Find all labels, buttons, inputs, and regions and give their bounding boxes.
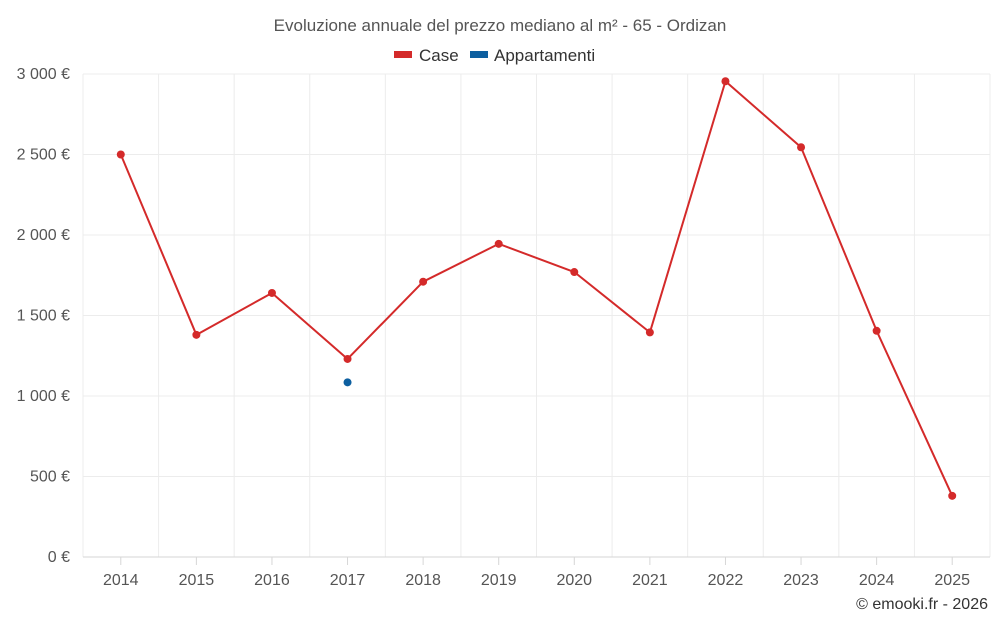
data-point-case-2018[interactable]	[419, 277, 428, 286]
legend-label-case: Case	[419, 46, 459, 65]
x-tick-label: 2014	[103, 572, 139, 589]
data-point-case-2014[interactable]	[116, 150, 125, 159]
data-point-case-2019[interactable]	[494, 239, 503, 248]
y-tick-label: 1 000 €	[17, 388, 70, 405]
x-tick-label: 2015	[179, 572, 215, 589]
legend-item-case[interactable]: Case	[394, 46, 459, 65]
series-line-case	[119, 80, 954, 497]
credit-text: © emooki.fr - 2026	[856, 596, 988, 613]
y-tick-label: 500 €	[30, 469, 70, 486]
legend-item-appartamenti[interactable]: Appartamenti	[470, 46, 595, 65]
axes: 0 € 500 € 1 000 € 1 500 € 2 000 € 2 500 € 3 00…	[17, 66, 990, 589]
y-tick-label: 2 500 €	[17, 147, 70, 164]
series	[116, 77, 957, 500]
x-tick-label: 2019	[481, 572, 517, 589]
y-tick-label: 3 000 €	[17, 66, 70, 83]
y-tick-label: 1 500 €	[17, 308, 70, 325]
data-point-case-2016[interactable]	[267, 288, 276, 297]
legend-label-appartamenti: Appartamenti	[494, 46, 595, 65]
x-tick-label: 2017	[330, 572, 366, 589]
data-point-case-2017[interactable]	[343, 354, 352, 363]
x-tick-label: 2021	[632, 572, 668, 589]
legend-swatch-appartamenti	[470, 51, 488, 58]
data-point-case-2023[interactable]	[797, 143, 806, 152]
data-point-case-2025[interactable]	[948, 491, 957, 500]
series-case	[116, 77, 957, 500]
legend: Case Appartamenti	[394, 46, 595, 65]
x-tick-label: 2022	[708, 572, 744, 589]
x-tick-label: 2023	[783, 572, 819, 589]
data-point-case-2015[interactable]	[192, 330, 201, 339]
data-point-case-2020[interactable]	[570, 268, 579, 277]
y-tick-label: 2 000 €	[17, 227, 70, 244]
data-point-case-2021[interactable]	[645, 328, 654, 337]
data-point-appartamenti-2017[interactable]	[343, 378, 352, 387]
x-tick-label: 2018	[405, 572, 441, 589]
x-tick-label: 2024	[859, 572, 895, 589]
series-appartamenti	[343, 378, 352, 387]
data-point-case-2022[interactable]	[721, 77, 730, 86]
x-tick-label: 2020	[556, 572, 592, 589]
data-point-case-2024[interactable]	[872, 326, 881, 335]
y-tick-label: 0 €	[48, 549, 70, 566]
grid	[82, 73, 991, 557]
x-tick-label: 2025	[934, 572, 970, 589]
x-tick-label: 2016	[254, 572, 290, 589]
legend-swatch-case	[394, 51, 412, 58]
chart-title: Evoluzione annuale del prezzo mediano al…	[274, 16, 727, 35]
